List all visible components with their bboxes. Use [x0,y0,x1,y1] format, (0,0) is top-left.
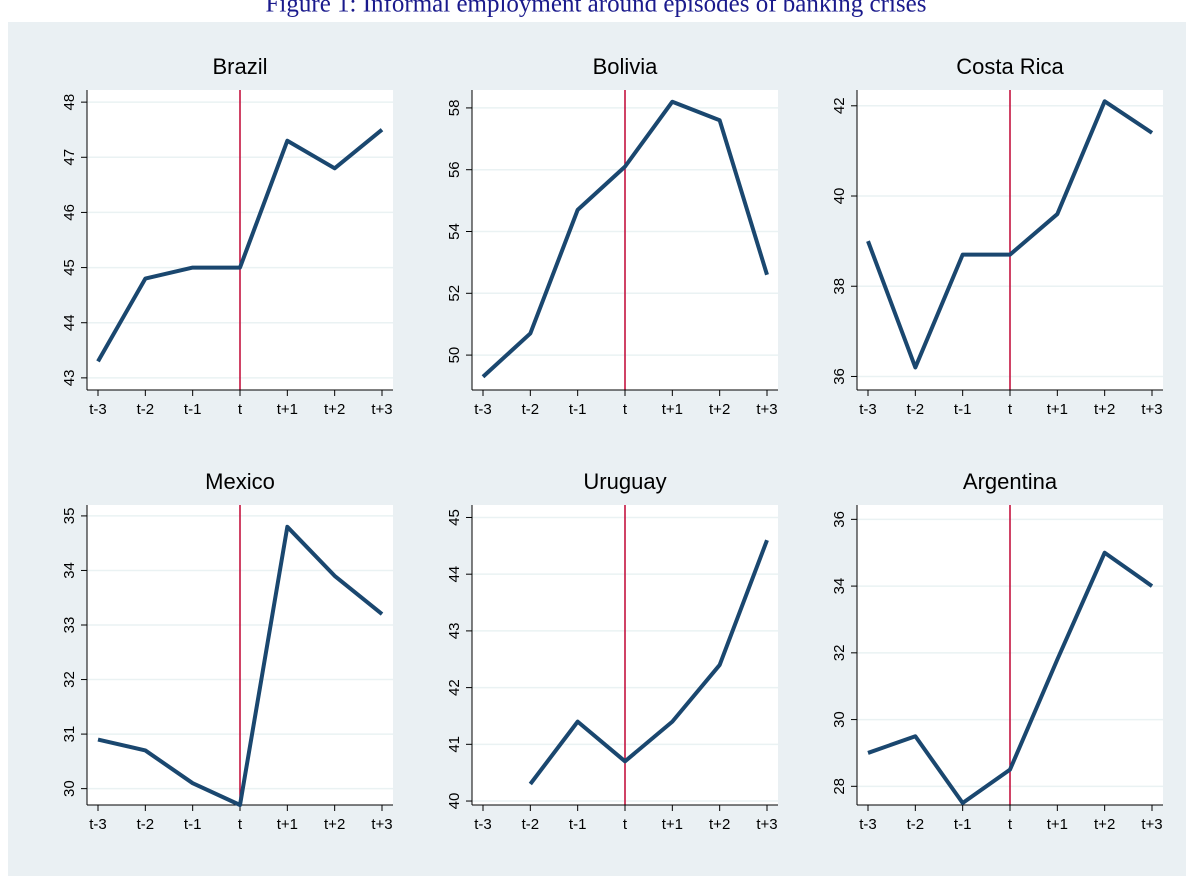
x-tick-label: t-1 [569,401,587,418]
y-tick-label: 58 [446,100,463,117]
y-tick-label: 45 [446,509,463,526]
x-tick-label: t+1 [277,401,298,418]
x-tick-label: t+3 [371,816,392,833]
y-tick-label: 36 [831,368,848,385]
x-tick-label: t [623,401,628,418]
y-tick-label: 36 [831,511,848,528]
x-tick-label: t-2 [907,401,925,418]
y-tick-label: 44 [446,566,463,583]
x-tick-label: t-3 [859,401,877,418]
panel: Costa Rica 36 38 40 42 t-3 t-2 t-1 t t+1 t+2 t+3 [831,54,1163,418]
y-tick-label: 48 [61,94,78,111]
x-tick-label: t-3 [89,401,107,418]
x-tick-label: t-1 [569,816,587,833]
y-tick-label: 28 [831,778,848,795]
data-line [867,550,1154,805]
x-tick-label: t-1 [954,816,972,833]
y-tick-label: 30 [61,780,78,797]
x-tick-label: t-1 [184,401,202,418]
x-tick-label: t-2 [907,816,925,833]
panel-title: Uruguay [583,469,666,494]
panel: Brazil 43 44 45 46 47 48 t-3 t-2 t-1 t t+1 t+2 t+3 [61,54,393,418]
x-tick-label: t+3 [371,401,392,418]
x-tick-label: t-3 [859,816,877,833]
y-tick-label: 34 [831,578,848,595]
x-tick-label: t-2 [522,401,540,418]
y-tick-label: 40 [831,188,848,205]
data-line [481,99,769,379]
x-tick-label: t-1 [184,816,202,833]
x-tick-label: t-1 [954,401,972,418]
panel-title: Costa Rica [956,54,1064,79]
x-tick-label: t+3 [756,401,777,418]
x-tick-label: t+2 [709,401,730,418]
panel-title: Argentina [963,469,1058,494]
x-tick-label: t+3 [756,816,777,833]
x-tick-label: t-2 [137,401,155,418]
x-tick-label: t+3 [1141,816,1162,833]
y-tick-label: 42 [446,679,463,696]
y-tick-label: 30 [831,711,848,728]
y-tick-label: 34 [61,562,78,579]
y-tick-label: 47 [61,149,78,166]
x-tick-label: t+2 [324,401,345,418]
x-tick-label: t [623,816,628,833]
x-tick-label: t+2 [709,816,730,833]
panel-title: Bolivia [593,54,659,79]
y-tick-label: 32 [831,644,848,661]
y-tick-label: 44 [61,314,78,331]
y-tick-label: 40 [446,793,463,810]
y-tick-label: 52 [446,285,463,302]
x-tick-label: t-3 [474,816,492,833]
y-tick-label: 46 [61,204,78,221]
y-tick-label: 31 [61,726,78,743]
y-tick-label: 43 [61,370,78,387]
x-tick-label: t-3 [474,401,492,418]
x-tick-label: t [1008,816,1013,833]
x-tick-label: t [238,816,243,833]
x-tick-label: t+2 [324,816,345,833]
y-tick-label: 42 [831,97,848,114]
x-tick-label: t+1 [662,816,683,833]
x-tick-label: t+2 [1094,401,1115,418]
x-tick-label: t [1008,401,1013,418]
data-line [866,99,1154,370]
panel: Uruguay 40 41 42 43 44 45 t-3 t-2 t-1 t t+1 t+2 t+3 [446,469,778,833]
y-tick-label: 41 [446,736,463,753]
data-line [528,539,769,786]
panel-title: Brazil [212,54,267,79]
y-tick-label: 50 [446,347,463,364]
y-tick-label: 54 [446,223,463,240]
figure-title: Figure 1: Informal employment around epi… [266,0,927,18]
x-tick-label: t+1 [662,401,683,418]
x-tick-label: t+1 [1047,401,1068,418]
x-tick-label: t-2 [137,816,155,833]
x-tick-label: t+2 [1094,816,1115,833]
x-tick-label: t-3 [89,816,107,833]
panel: Argentina 28 30 32 34 36 t-3 t-2 t-1 t t+1 t+2 t+3 [831,469,1163,833]
x-tick-label: t+3 [1141,401,1162,418]
x-tick-label: t [238,401,243,418]
panel: Bolivia 50 52 54 56 58 t-3 t-2 t-1 t t+1 t+2 t+3 [446,54,778,418]
x-tick-label: t-2 [522,816,540,833]
x-tick-label: t+1 [277,816,298,833]
y-tick-label: 35 [61,508,78,525]
y-tick-label: 45 [61,259,78,276]
data-line [97,524,384,807]
panel: Mexico 30 31 32 33 34 35 t-3 t-2 t-1 t t+1 t+2 t+3 [61,469,393,833]
y-tick-label: 38 [831,278,848,295]
y-tick-label: 33 [61,617,78,634]
x-tick-label: t+1 [1047,816,1068,833]
y-tick-label: 32 [61,671,78,688]
y-tick-label: 56 [446,161,463,178]
panel-title: Mexico [205,469,275,494]
y-tick-label: 43 [446,623,463,640]
data-line [96,128,384,363]
